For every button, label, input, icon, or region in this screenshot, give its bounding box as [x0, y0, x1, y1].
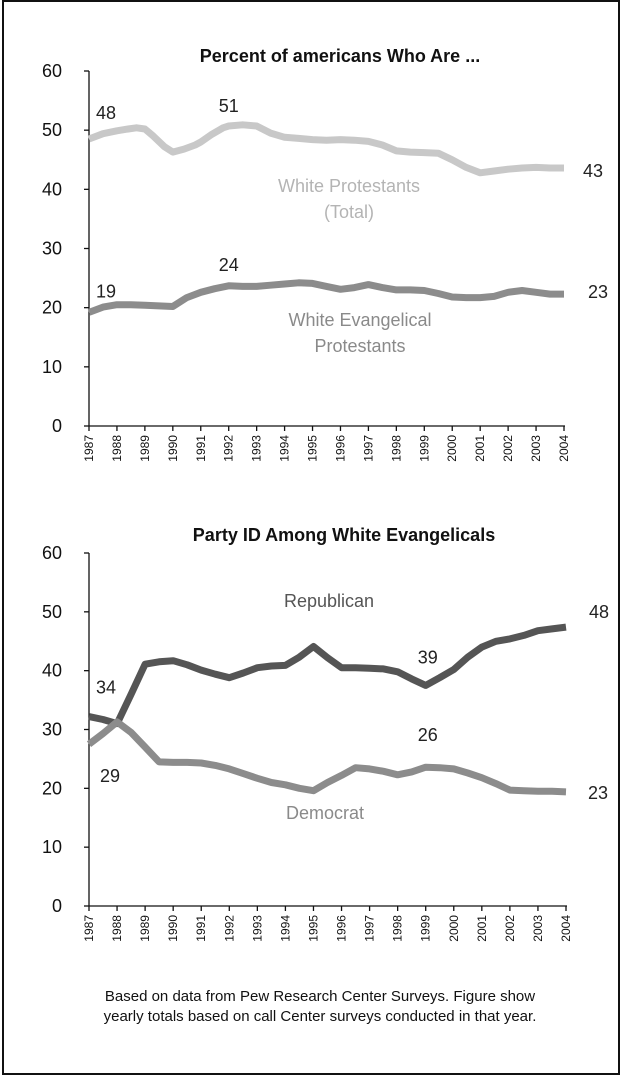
y-tick-label: 30	[42, 239, 62, 259]
x-tick-label: 1999	[417, 435, 431, 462]
y-tick-label: 60	[42, 543, 62, 563]
x-tick-label: 2002	[501, 435, 515, 462]
data-label: 23	[588, 783, 608, 803]
x-tick-label: 2003	[531, 915, 545, 942]
y-tick-label: 10	[42, 357, 62, 377]
footnote-line-2: yearly totals based on call Center surve…	[103, 1008, 537, 1025]
x-tick-label: 1997	[361, 435, 375, 462]
chart-title: Party ID Among White Evangelicals	[193, 525, 495, 545]
y-tick-label: 60	[42, 61, 62, 81]
series-label: Republican	[284, 591, 374, 611]
series-label: White Protestants	[278, 176, 420, 196]
data-label: 29	[100, 766, 120, 786]
x-tick-label: 1991	[194, 435, 208, 462]
y-tick-label: 20	[42, 778, 62, 798]
y-tick-label: 0	[52, 896, 62, 916]
series-line-republican	[88, 623, 567, 728]
x-tick-label: 1996	[335, 915, 349, 942]
data-label: 24	[219, 255, 239, 275]
x-tick-label: 2002	[503, 915, 517, 942]
series-line-white-evangelical-protestants	[87, 279, 564, 316]
data-label: 51	[219, 96, 239, 116]
series-label: Protestants	[314, 336, 405, 356]
y-tick-label: 0	[52, 416, 62, 436]
footnote-line-1: Based on data from Pew Research Center S…	[104, 988, 536, 1005]
series-label: White Evangelical	[288, 310, 431, 330]
x-tick-label: 2001	[475, 915, 489, 942]
series-label: Democrat	[286, 803, 364, 823]
x-tick-label: 1989	[138, 915, 152, 942]
chart-title: Percent of americans Who Are ...	[200, 46, 480, 66]
y-tick-label: 30	[42, 720, 62, 740]
x-tick-label: 1989	[138, 435, 152, 462]
x-tick-label: 1995	[306, 435, 320, 462]
x-tick-label: 1992	[222, 435, 236, 462]
chart-1: Percent of americans Who Are ... 0 10 20 30 4…	[42, 46, 608, 462]
series-label: (Total)	[324, 202, 374, 222]
x-tick-label: 1991	[194, 915, 208, 942]
series-line-white-protestants-total	[87, 121, 564, 177]
y-tick-label: 40	[42, 179, 62, 199]
data-label: 34	[96, 678, 116, 698]
data-label: 26	[418, 725, 438, 745]
y-tick-label: 50	[42, 602, 62, 622]
data-label: 48	[96, 103, 116, 123]
y-tick-label: 20	[42, 298, 62, 318]
x-tick-label: 1990	[166, 435, 180, 462]
x-tick-label: 1988	[110, 915, 124, 942]
x-tick-label: 1990	[166, 915, 180, 942]
x-tick-label: 2000	[445, 435, 459, 462]
x-tick-label: 1987	[82, 915, 96, 942]
x-tick-label: 2000	[447, 915, 461, 942]
x-tick-label: 1998	[391, 915, 405, 942]
x-tick-label: 2004	[557, 435, 571, 462]
x-tick-label: 1996	[333, 435, 347, 462]
y-tick-label: 10	[42, 837, 62, 857]
x-tick-label: 1993	[250, 435, 264, 462]
y-tick-label: 40	[42, 661, 62, 681]
x-tick-label: 1987	[82, 435, 96, 462]
data-label: 48	[589, 602, 609, 622]
series-line-democrat	[86, 718, 567, 796]
x-tick-label: 1992	[222, 915, 236, 942]
x-tick-label: 1994	[278, 435, 292, 462]
x-tick-label: 1988	[110, 435, 124, 462]
x-tick-label: 1997	[363, 915, 377, 942]
x-tick-label: 1995	[306, 915, 320, 942]
chart-2: Party ID Among White Evangelicals 0 10 20 30…	[42, 525, 609, 942]
x-tick-label: 1999	[419, 915, 433, 942]
data-label: 23	[588, 282, 608, 302]
x-tick-label: 2004	[559, 915, 573, 942]
x-tick-label: 2001	[473, 435, 487, 462]
data-label: 39	[418, 647, 438, 667]
x-tick-label: 1994	[278, 915, 292, 942]
x-tick-label: 1998	[389, 435, 403, 462]
y-tick-label: 50	[42, 120, 62, 140]
footnote: Based on data from Pew Research Center S…	[30, 987, 610, 1027]
x-tick-label: 2003	[529, 435, 543, 462]
x-tick-label: 1993	[250, 915, 264, 942]
data-label: 43	[583, 161, 603, 181]
data-label: 19	[96, 281, 116, 301]
